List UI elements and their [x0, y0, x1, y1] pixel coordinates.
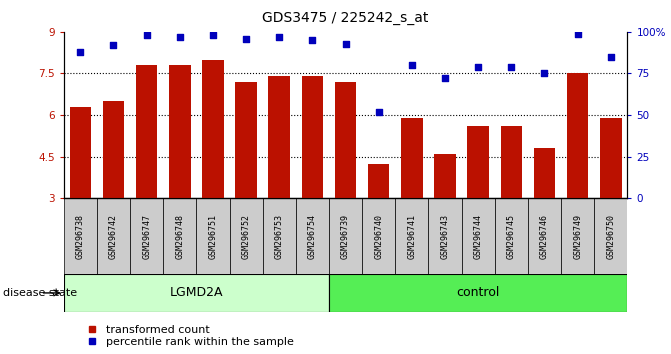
- Text: GSM296748: GSM296748: [175, 214, 185, 259]
- Bar: [329, 198, 362, 274]
- Text: GSM296742: GSM296742: [109, 214, 118, 259]
- Bar: [600, 118, 621, 281]
- Bar: [202, 59, 223, 281]
- Bar: [434, 154, 456, 281]
- Bar: [236, 82, 257, 281]
- Bar: [268, 76, 290, 281]
- Bar: [136, 65, 158, 281]
- Text: disease state: disease state: [3, 288, 77, 298]
- Point: [440, 76, 450, 81]
- Bar: [197, 198, 229, 274]
- Bar: [567, 74, 588, 281]
- Point: [307, 37, 318, 43]
- Point: [174, 34, 185, 40]
- Bar: [362, 198, 395, 274]
- Bar: [468, 126, 489, 281]
- Bar: [561, 198, 595, 274]
- Bar: [501, 126, 522, 281]
- Text: GSM296753: GSM296753: [274, 214, 284, 259]
- Bar: [401, 118, 423, 281]
- Text: GSM296738: GSM296738: [76, 214, 85, 259]
- Bar: [533, 148, 556, 281]
- Text: GSM296743: GSM296743: [441, 214, 450, 259]
- Bar: [229, 198, 262, 274]
- Bar: [429, 198, 462, 274]
- Bar: [64, 198, 97, 274]
- Bar: [169, 65, 191, 281]
- Bar: [163, 198, 197, 274]
- Point: [75, 49, 86, 55]
- Text: GSM296754: GSM296754: [308, 214, 317, 259]
- Bar: [103, 101, 124, 281]
- Text: GSM296746: GSM296746: [540, 214, 549, 259]
- Point: [207, 32, 218, 38]
- Text: GSM296752: GSM296752: [242, 214, 250, 259]
- Point: [407, 62, 417, 68]
- Point: [373, 109, 384, 115]
- Point: [539, 71, 550, 76]
- Bar: [335, 82, 356, 281]
- Text: control: control: [456, 286, 500, 299]
- Text: GDS3475 / 225242_s_at: GDS3475 / 225242_s_at: [262, 11, 429, 25]
- Point: [274, 34, 285, 40]
- Point: [142, 32, 152, 38]
- Bar: [462, 198, 495, 274]
- Point: [473, 64, 484, 70]
- Point: [340, 41, 351, 46]
- Point: [506, 64, 517, 70]
- Bar: [528, 198, 561, 274]
- Text: GSM296750: GSM296750: [607, 214, 615, 259]
- Bar: [130, 198, 163, 274]
- Bar: [495, 198, 528, 274]
- Point: [241, 36, 252, 41]
- Point: [108, 42, 119, 48]
- Text: GSM296751: GSM296751: [209, 214, 217, 259]
- Text: GSM296739: GSM296739: [341, 214, 350, 259]
- Text: LGMD2A: LGMD2A: [170, 286, 223, 299]
- Bar: [395, 198, 429, 274]
- Bar: [302, 76, 323, 281]
- Text: GSM296741: GSM296741: [407, 214, 417, 259]
- Bar: [97, 198, 130, 274]
- Bar: [262, 198, 296, 274]
- Text: GSM296747: GSM296747: [142, 214, 151, 259]
- Text: GSM296745: GSM296745: [507, 214, 516, 259]
- Bar: [296, 198, 329, 274]
- Bar: [70, 107, 91, 281]
- Bar: [595, 198, 627, 274]
- Text: GSM296740: GSM296740: [374, 214, 383, 259]
- Bar: [64, 274, 329, 312]
- Point: [572, 31, 583, 36]
- Point: [605, 54, 616, 59]
- Legend: transformed count, percentile rank within the sample: transformed count, percentile rank withi…: [76, 321, 299, 352]
- Bar: [368, 164, 389, 281]
- Bar: [329, 274, 627, 312]
- Text: GSM296749: GSM296749: [573, 214, 582, 259]
- Text: GSM296744: GSM296744: [474, 214, 482, 259]
